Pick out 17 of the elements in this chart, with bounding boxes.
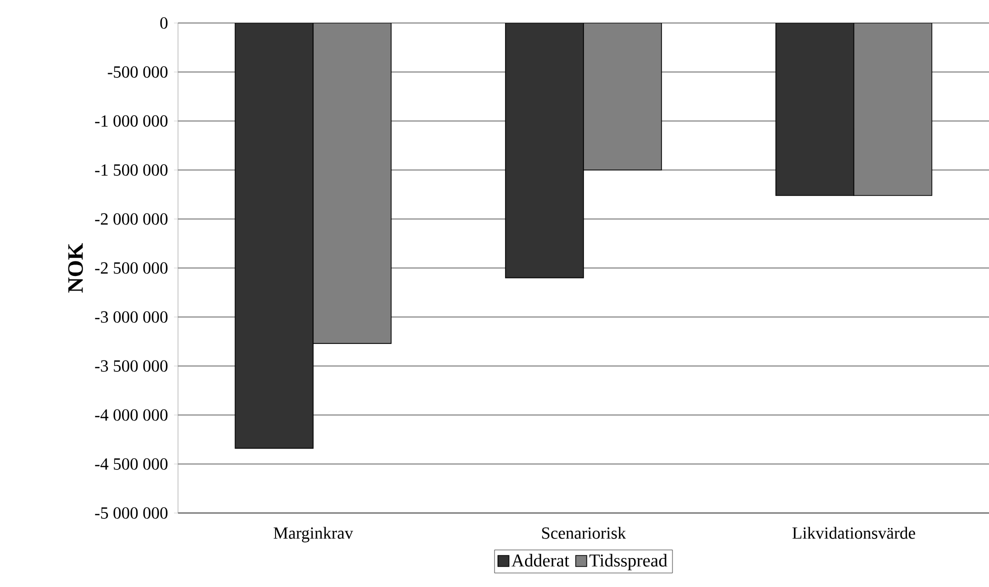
y-tick-label: -1 000 000 [95,115,168,127]
x-tick-label: Marginkrav [274,526,354,542]
y-tick-label: -1 500 000 [95,164,168,176]
y-tick-label: -2 500 000 [95,262,168,274]
legend-label: Adderat [512,554,570,567]
y-tick-label: 0 [160,17,168,29]
y-tick-label: -2 000 000 [95,213,168,225]
y-tick-label: -500 000 [108,66,168,78]
y-tick-label: -5 000 000 [95,507,168,519]
x-tick-label: Likvidationsvärde [792,526,916,539]
y-axis-title: NOK [68,243,83,293]
y-tick-label: -3 000 000 [95,311,168,323]
y-tick-label: -4 500 000 [95,458,168,470]
y-tick-label: -4 000 000 [95,409,168,421]
y-tick-label: -3 500 000 [95,360,168,372]
x-tick-label: Scenariorisk [542,526,626,539]
legend-label: Tidsspread [589,554,668,570]
